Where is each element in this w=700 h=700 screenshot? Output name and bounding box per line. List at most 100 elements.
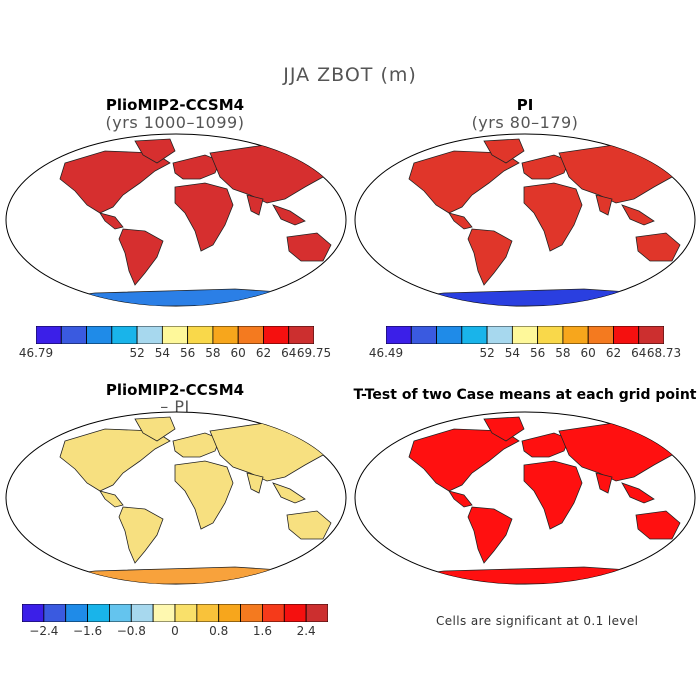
colorbar-swatch (240, 604, 263, 622)
continent-central-america (448, 212, 473, 230)
colorbar-tick-label: 69.75 (296, 346, 332, 360)
panel4-title: T-Test of two Case means at each grid po… (353, 387, 697, 403)
colorbar-tick-label: −2.4 (29, 624, 59, 638)
colorbar-tick-label: 64 (281, 346, 297, 360)
figure-title: JJA ZBOT (m) (283, 64, 417, 86)
continent-australia (286, 232, 332, 262)
colorbar-swatch (386, 326, 412, 344)
colorbar-swatch (410, 326, 437, 344)
colorbar-tick-label: 62 (255, 346, 272, 360)
colorbar-tick-label: 60 (580, 346, 596, 360)
panel2-title: PI (516, 96, 534, 114)
colorbar-swatch (60, 326, 87, 344)
continent-southeast-asia (272, 204, 306, 226)
colorbar-swatch (613, 326, 640, 344)
colorbar-tick-label: 56 (179, 346, 196, 360)
continent-africa (523, 182, 583, 252)
continent-india (595, 194, 613, 216)
colorbar-tick-label: 2.4 (296, 624, 316, 638)
continent-india (246, 194, 264, 216)
colorbar-swatch (537, 326, 564, 344)
colorbar-pi-labels: 46.49 52 54 56 58 60 62 64 68.73 (369, 346, 681, 362)
map-pliomip2-ccsm4 (5, 133, 347, 307)
colorbar-tick-label: 54 (504, 346, 520, 360)
continent-south-america (467, 228, 513, 286)
colorbar-tick-label: 54 (154, 346, 170, 360)
colorbar-swatch (174, 604, 198, 622)
colorbar-swatch (283, 604, 307, 622)
colorbar-swatch (237, 326, 264, 344)
map-ttest (354, 411, 696, 585)
continent-central-america (99, 490, 124, 508)
colorbar-swatch (461, 326, 488, 344)
colorbar-swatch (36, 326, 62, 344)
continent-greenland (134, 416, 176, 442)
colorbar-tick-label: 62 (605, 346, 622, 360)
colorbar-tick-label: 46.49 (368, 346, 404, 360)
colorbar-tick-label: 58 (555, 346, 571, 360)
significance-note: Cells are significant at 0.1 level (436, 614, 639, 628)
colorbar-swatch (161, 326, 189, 344)
panel2-subtitle: (yrs 80–179) (471, 113, 579, 132)
colorbar-tick-label: −0.8 (116, 624, 146, 638)
map-pi (354, 133, 696, 307)
continent-australia (635, 510, 681, 540)
colorbar-swatch (65, 604, 88, 622)
continent-greenland (483, 416, 525, 442)
continent-europe (521, 154, 570, 180)
colorbar-swatch (218, 604, 241, 622)
continent-central-america (448, 490, 473, 508)
colorbar-difference-labels: −2.4 −1.6 −0.8 0 0.8 1.6 2.4 (22, 624, 328, 640)
colorbar-swatch (288, 326, 314, 344)
colorbar-pi (386, 326, 664, 344)
panel3-subtitle: – PI (160, 397, 190, 416)
colorbar-pliomip2-labels: 46.79 52 54 56 58 60 62 64 69.75 (19, 346, 331, 362)
continent-europe (172, 432, 221, 458)
continent-southeast-asia (621, 204, 655, 226)
continent-southeast-asia (272, 482, 306, 504)
map-difference (5, 411, 347, 585)
colorbar-tick-label: 58 (205, 346, 221, 360)
colorbar-swatch (436, 326, 463, 344)
continent-south-america (118, 506, 164, 564)
continent-africa (523, 460, 583, 530)
panel1-subtitle: (yrs 1000–1099) (105, 113, 245, 132)
panel1-title: PlioMIP2-CCSM4 (105, 96, 245, 114)
colorbar-swatch (152, 604, 176, 622)
colorbar-tick-label: 56 (529, 346, 546, 360)
colorbar-tick-label: 60 (230, 346, 246, 360)
panel3-title: PlioMIP2-CCSM4 (105, 381, 245, 399)
colorbar-swatch (262, 604, 285, 622)
colorbar-tick-label: 46.79 (18, 346, 54, 360)
colorbar-tick-label: 0.8 (209, 624, 229, 638)
colorbar-tick-label: 68.73 (646, 346, 682, 360)
colorbar-difference (22, 604, 328, 622)
colorbar-swatch (187, 326, 214, 344)
colorbar-swatch (86, 326, 113, 344)
continent-south-america (118, 228, 164, 286)
continent-europe (521, 432, 570, 458)
continent-africa (174, 182, 234, 252)
colorbar-tick-label: 64 (631, 346, 647, 360)
colorbar-swatch (511, 326, 539, 344)
continent-southeast-asia (621, 482, 655, 504)
colorbar-tick-label: −1.6 (72, 624, 103, 638)
colorbar-swatch (305, 604, 328, 622)
colorbar-swatch (111, 326, 138, 344)
continent-europe (172, 154, 221, 180)
continent-india (246, 472, 264, 494)
continent-australia (286, 510, 332, 540)
colorbar-tick-label: 1.6 (252, 624, 272, 638)
colorbar-swatch (486, 326, 513, 344)
colorbar-swatch (638, 326, 664, 344)
colorbar-swatch (587, 326, 614, 344)
colorbar-swatch (212, 326, 239, 344)
colorbar-swatch (22, 604, 45, 622)
colorbar-pliomip2 (36, 326, 314, 344)
continent-south-america (467, 506, 513, 564)
colorbar-swatch (130, 604, 154, 622)
colorbar-swatch (136, 326, 163, 344)
colorbar-swatch (43, 604, 67, 622)
colorbar-swatch (87, 604, 110, 622)
continent-central-america (99, 212, 124, 230)
